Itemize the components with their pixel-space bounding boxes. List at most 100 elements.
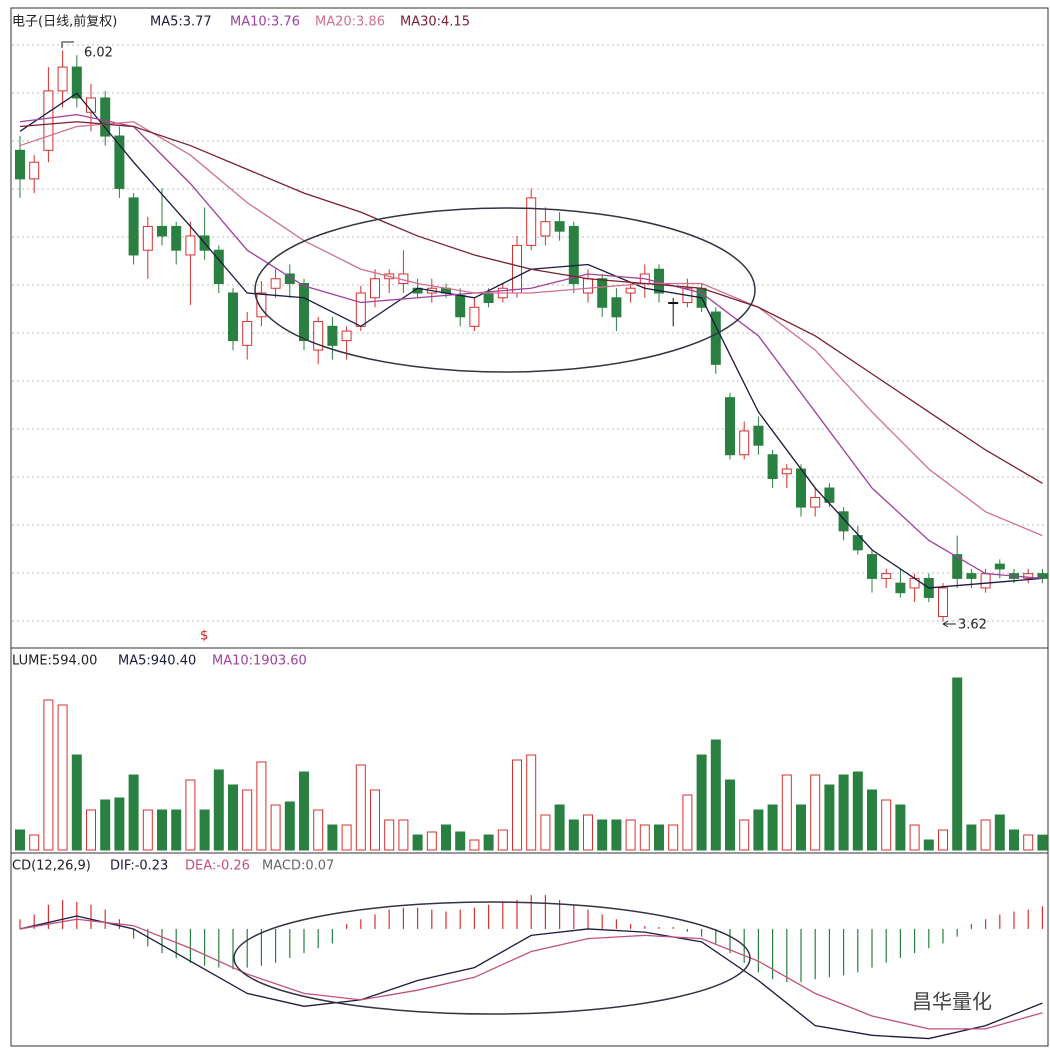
volume-bar: [355, 764, 366, 851]
volume-bar: [242, 789, 253, 851]
candle-body: [71, 66, 82, 99]
candle-body: [810, 497, 821, 508]
volume-bar: [867, 789, 877, 851]
volume-title: LUME:594.00: [12, 654, 97, 669]
candle-body: [625, 287, 636, 294]
candle-body: [568, 225, 579, 285]
volume-bar: [213, 769, 224, 851]
candle-body: [299, 283, 309, 342]
candle-body: [327, 325, 338, 346]
legend-entry: MACD:0.07: [262, 859, 334, 874]
volume-bar: [15, 829, 25, 851]
legend-entry: MA5:3.77: [150, 15, 212, 30]
volume-bar: [611, 819, 622, 851]
volume-bar: [441, 824, 451, 851]
volume-bar: [767, 804, 778, 851]
candle-body: [540, 221, 551, 237]
candle-body: [171, 225, 182, 251]
candle-body: [668, 302, 679, 305]
candle-body: [753, 425, 764, 446]
candle-body: [710, 311, 721, 365]
volume-bar: [426, 831, 437, 851]
marks: [15, 50, 1048, 1040]
volume-bar: [526, 754, 537, 851]
frame: [10, 7, 1049, 1047]
volume-bar: [597, 819, 608, 851]
volume-bar: [86, 809, 96, 851]
volume-bar: [29, 834, 40, 851]
volume-bar: [171, 809, 182, 851]
volume-bar: [455, 831, 466, 851]
volume-bar: [341, 824, 352, 851]
volume-bar: [185, 779, 196, 851]
volume-bar: [852, 771, 863, 851]
volume-bar: [682, 794, 693, 851]
volume-bar: [1023, 834, 1034, 851]
volume-bar: [568, 819, 579, 851]
volume-bar: [128, 774, 139, 851]
volume-bar: [327, 824, 338, 851]
candle-body: [583, 278, 593, 294]
candle-body: [867, 554, 877, 579]
candle-body: [952, 554, 963, 579]
low-label: 3.62: [958, 618, 987, 633]
volume-bar: [100, 799, 111, 851]
volume-bar: [540, 814, 551, 851]
volume-bar: [71, 754, 82, 851]
volume-bar: [639, 824, 650, 851]
candle-body: [597, 278, 608, 308]
candle-body: [725, 397, 735, 456]
legend-entry: DIF:-0.23: [110, 859, 168, 874]
volume-bar: [952, 677, 963, 851]
volume-bar: [398, 819, 409, 851]
volume-bar: [966, 824, 977, 851]
volume-bar: [938, 829, 948, 851]
volume-bar: [725, 779, 735, 851]
price-title: 电子(日线,前复权): [12, 14, 117, 30]
volume-bar: [384, 819, 395, 851]
candle-body: [881, 573, 892, 579]
volume-bar: [824, 784, 835, 851]
line-series: [19, 121, 1043, 484]
candle-body: [455, 294, 466, 318]
candle-body: [852, 535, 863, 551]
candle-body: [895, 582, 906, 594]
volume-bar: [270, 804, 281, 851]
volume-bar: [483, 834, 494, 851]
candle-body: [938, 587, 948, 617]
volume-bar: [114, 797, 125, 851]
volume-bar: [994, 814, 1005, 851]
volume-bar: [838, 774, 849, 851]
volume-bar: [909, 824, 920, 851]
candle-body: [370, 278, 380, 299]
volume-bar: [554, 804, 565, 851]
candle-body: [29, 161, 40, 180]
volume-bar: [739, 819, 750, 851]
volume-bar: [228, 784, 238, 851]
candle-body: [796, 468, 806, 508]
volume-bar: [313, 809, 324, 851]
candle-body: [554, 221, 565, 232]
candle-body: [142, 225, 153, 251]
candle-body: [157, 225, 167, 237]
legend-entry: MA10:3.76: [230, 15, 300, 30]
candle-body: [228, 292, 238, 342]
legend-entry: MA30:4.15: [400, 15, 470, 30]
candle-body: [526, 197, 537, 246]
candle-body: [838, 511, 849, 532]
volume-bar: [284, 801, 295, 851]
legend-entry: MA10:1903.60: [212, 654, 307, 669]
candle-body: [355, 292, 366, 327]
volume-bar: [497, 829, 508, 851]
candle-body: [313, 321, 324, 351]
candle-body: [57, 66, 68, 92]
volume-bar: [881, 799, 892, 851]
volume-bar: [625, 819, 636, 851]
annotation-ellipse: [254, 207, 756, 373]
candle-body: [128, 197, 139, 256]
legend-entry: DEA:-0.26: [185, 859, 250, 874]
volume-bar: [796, 804, 806, 851]
volume-bar: [696, 754, 707, 851]
candle-body: [15, 149, 25, 180]
